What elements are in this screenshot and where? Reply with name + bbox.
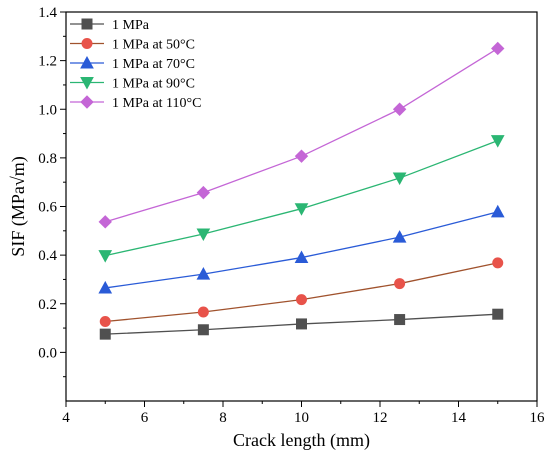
data-point-s2-5	[492, 257, 504, 269]
y-tick-label: 1.2	[38, 54, 57, 70]
x-tick-label: 12	[373, 410, 388, 426]
series-line-5	[105, 47, 499, 223]
y-tick-label: 1.0	[38, 102, 57, 118]
data-point-s4-4	[392, 172, 407, 186]
data-point-s5-3	[294, 149, 309, 163]
legend-marker-4	[80, 77, 94, 90]
legend-label-2: 1 MPa at 50°C	[112, 38, 195, 53]
legend-marker-3	[80, 55, 94, 69]
x-tick-label: 6	[141, 410, 149, 426]
data-point-s3-1	[98, 280, 113, 294]
x-tick-label: 4	[62, 410, 70, 426]
plot-area: 4 6 8 10 12 14 16 0.0 0.2 0.4 0.6 0.8 1.0 1.2 1.4	[38, 5, 545, 426]
x-tick-label: 10	[294, 410, 309, 426]
y-axis-title: SIF (MPa√m)	[8, 156, 29, 256]
series-line-3	[105, 211, 498, 289]
data-point-s3-2	[196, 267, 211, 280]
data-point-s3-4	[392, 230, 407, 243]
x-axis-title: Crack length (mm)	[233, 430, 370, 451]
legend-label-3: 1 MPa at 70°C	[112, 57, 195, 72]
data-point-s4-5	[490, 135, 505, 148]
data-point-s2-2	[197, 306, 209, 318]
x-tick-label: 8	[219, 410, 227, 426]
x-tick-label: 16	[530, 410, 546, 426]
y-tick-label: 1.4	[38, 5, 57, 21]
data-point-s5-2	[196, 185, 211, 200]
y-tick-label: 0.4	[38, 248, 57, 264]
data-point-s1-5	[492, 308, 504, 320]
y-tick-label: 0.8	[38, 151, 57, 167]
data-point-s3-3	[294, 250, 309, 264]
data-point-s3-5	[490, 204, 505, 218]
data-point-s4-3	[294, 203, 309, 216]
legend: 1 MPa 1 MPa at 50°C 1 MPa at 70°C 1 MPa at …	[70, 18, 201, 111]
series-line-2	[105, 262, 498, 323]
legend-marker-2	[81, 38, 93, 49]
legend-label-1: 1 MPa	[112, 18, 150, 33]
data-point-s4-2	[196, 228, 211, 242]
legend-marker-1	[81, 18, 93, 30]
x-tick-label: 14	[451, 410, 467, 426]
data-point-s5-4	[392, 102, 407, 116]
data-point-s4-1	[98, 250, 113, 263]
y-tick-label: 0.6	[38, 200, 57, 216]
data-point-s1-1	[99, 328, 111, 340]
legend-label-4: 1 MPa at 90°C	[112, 77, 195, 92]
data-point-s2-1	[99, 315, 111, 327]
data-point-s1-2	[197, 324, 209, 336]
y-tick-label: 0.2	[38, 297, 57, 313]
data-point-s2-3	[296, 294, 307, 306]
legend-label-5: 1 MPa at 110°C	[112, 96, 201, 111]
data-point-s5-5	[491, 41, 505, 56]
data-point-s2-4	[394, 278, 406, 290]
legend-marker-5	[80, 95, 94, 109]
data-point-s5-1	[98, 215, 112, 229]
data-point-s1-3	[296, 318, 307, 330]
y-tick-label: 0.0	[38, 345, 57, 361]
data-point-s1-4	[394, 314, 406, 326]
